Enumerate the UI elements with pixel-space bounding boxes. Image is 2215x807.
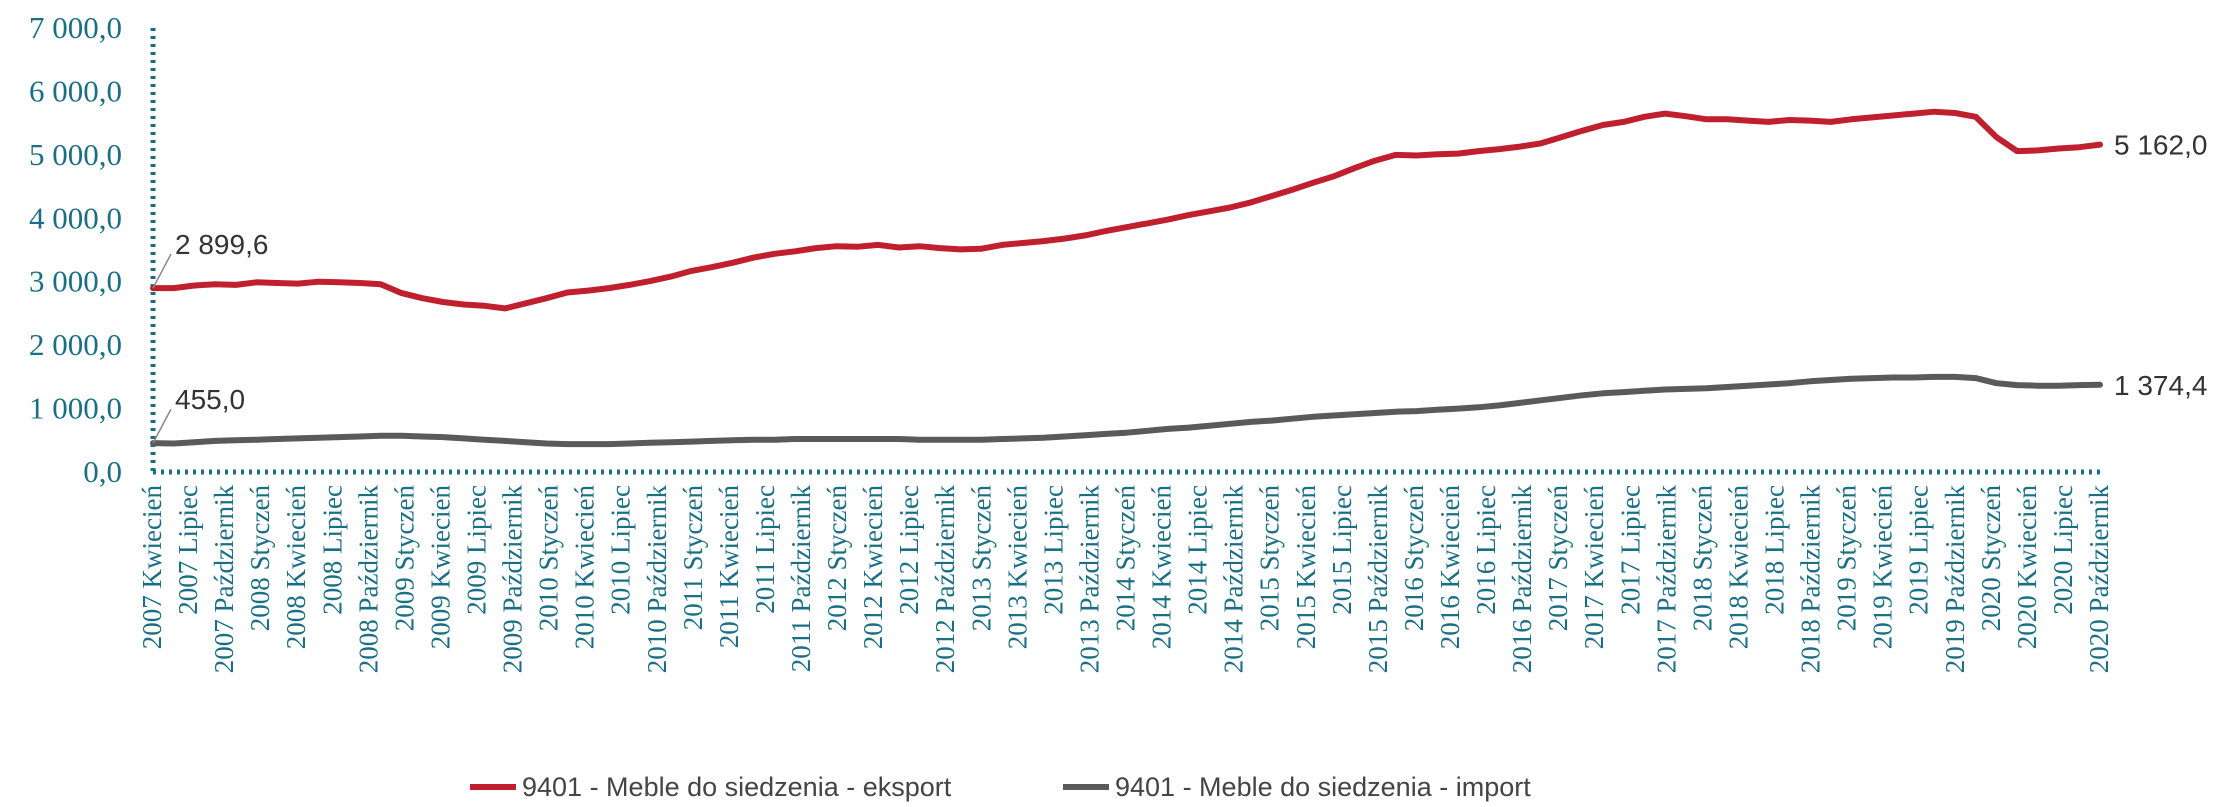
y-tick-label: 3 000,0 xyxy=(29,264,122,299)
series-line-import xyxy=(150,373,2103,448)
y-tick-label: 0,0 xyxy=(83,454,122,489)
x-tick-label: 2011 Październik xyxy=(786,485,816,673)
x-tick-label: 2015 Lipiec xyxy=(1327,485,1357,615)
y-tick-label: 6 000,0 xyxy=(29,73,122,108)
x-tick-label: 2019 Styczeń xyxy=(1832,485,1862,632)
x-tick-label: 2012 Październik xyxy=(930,485,960,674)
y-tick-label: 4 000,0 xyxy=(29,200,122,235)
x-tick-label: 2014 Październik xyxy=(1219,485,1249,674)
series-lines xyxy=(150,108,2103,448)
annotation-leader xyxy=(152,253,172,289)
x-tick-label: 2020 Styczeń xyxy=(1976,485,2006,632)
x-tick-label: 2008 Październik xyxy=(353,485,383,674)
x-tick-label: 2007 Kwiecień xyxy=(137,485,167,650)
x-tick-label: 2018 Październik xyxy=(1796,485,1826,674)
x-tick-label: 2015 Październik xyxy=(1363,485,1393,674)
x-tick-label: 2010 Styczeń xyxy=(534,485,564,632)
x-tick-label: 2020 Październik xyxy=(2084,485,2114,674)
x-tick-label: 2015 Kwiecień xyxy=(1291,485,1321,650)
x-tick-label: 2016 Styczeń xyxy=(1399,485,1429,632)
x-tick-label: 2013 Lipiec xyxy=(1038,485,1068,615)
x-tick-label: 2011 Kwiecień xyxy=(714,485,744,649)
x-tick-label: 2019 Kwiecień xyxy=(1868,485,1898,650)
x-tick-label: 2008 Lipiec xyxy=(317,485,347,615)
y-tick-label: 1 000,0 xyxy=(29,391,122,426)
legend-label: 9401 - Meble do siedzenia - eksport xyxy=(522,772,952,802)
x-tick-label: 2018 Styczeń xyxy=(1687,485,1717,632)
y-tick-label: 2 000,0 xyxy=(29,327,122,362)
x-tick-label: 2018 Kwiecień xyxy=(1723,485,1753,650)
x-tick-label: 2011 Lipiec xyxy=(750,485,780,614)
x-tick-label: 2020 Lipiec xyxy=(2048,485,2078,615)
x-tick-label: 2008 Kwiecień xyxy=(281,485,311,650)
x-tick-label: 2009 Styczeń xyxy=(389,485,419,632)
x-tick-label: 2009 Lipiec xyxy=(462,485,492,615)
x-tick-label: 2013 Styczeń xyxy=(966,485,996,632)
y-axis: 0,0 1 000,0 2 000,0 3 000,0 4 000,0 5 000,0 6 … xyxy=(29,10,156,489)
x-tick-label: 2018 Lipiec xyxy=(1760,485,1790,615)
x-tick-label: 2007 Październik xyxy=(209,485,239,674)
annotation-leader xyxy=(152,408,172,444)
x-tick-label: 2016 Lipiec xyxy=(1471,485,1501,615)
x-tick-label: 2010 Kwiecień xyxy=(570,485,600,650)
x-tick-label: 2014 Lipiec xyxy=(1183,485,1213,615)
x-tick-label: 2011 Styczeń xyxy=(678,485,708,631)
x-tick-label: 2020 Kwiecień xyxy=(2012,485,2042,650)
x-tick-label: 2015 Styczeń xyxy=(1255,485,1285,632)
x-tick-label: 2014 Styczeń xyxy=(1111,485,1141,632)
x-tick-label: 2012 Kwiecień xyxy=(858,485,888,650)
legend: 9401 - Meble do siedzenia - eksport 9401 … xyxy=(470,772,1531,802)
data-label-end: 1 374,4 xyxy=(2114,370,2207,401)
legend-label: 9401 - Meble do siedzenia - import xyxy=(1115,772,1531,802)
x-tick-label: 2017 Lipiec xyxy=(1615,485,1645,615)
x-tick-label: 2013 Kwiecień xyxy=(1002,485,1032,650)
x-tick-label: 2007 Lipiec xyxy=(173,485,203,615)
y-tick-label: 7 000,0 xyxy=(29,10,122,45)
x-tick-label: 2008 Styczeń xyxy=(245,485,275,632)
annotations: 2 899,6 5 162,0 455,0 1 374,4 xyxy=(152,130,2207,444)
x-tick-label: 2012 Lipiec xyxy=(894,485,924,615)
x-tick-label: 2016 Październik xyxy=(1507,485,1537,674)
x-tick-label: 2019 Październik xyxy=(1940,485,1970,674)
x-tick-label: 2009 Październik xyxy=(498,485,528,674)
x-tick-label: 2009 Kwiecień xyxy=(425,485,455,650)
x-tick-label: 2017 Styczeń xyxy=(1543,485,1573,632)
x-tick-label: 2017 Kwiecień xyxy=(1579,485,1609,650)
y-tick-label: 5 000,0 xyxy=(29,137,122,172)
x-tick-label: 2012 Styczeń xyxy=(822,485,852,632)
x-tick-label: 2010 Lipiec xyxy=(606,485,636,615)
x-tick-label: 2013 Październik xyxy=(1074,485,1104,674)
x-tick-label: 2014 Kwiecień xyxy=(1147,485,1177,650)
data-label-start: 2 899,6 xyxy=(175,229,268,260)
series-line-eksport xyxy=(150,108,2103,312)
x-axis: 2007 Kwiecień 2007 Lipiec 2007 Październik… xyxy=(137,469,2114,674)
x-tick-label: 2017 Październik xyxy=(1651,485,1681,674)
x-tick-label: 2010 Październik xyxy=(642,485,672,674)
data-label-end: 5 162,0 xyxy=(2114,130,2207,161)
x-tick-label: 2019 Lipiec xyxy=(1904,485,1934,615)
x-tick-label: 2016 Kwiecień xyxy=(1435,485,1465,650)
data-label-start: 455,0 xyxy=(175,384,245,415)
